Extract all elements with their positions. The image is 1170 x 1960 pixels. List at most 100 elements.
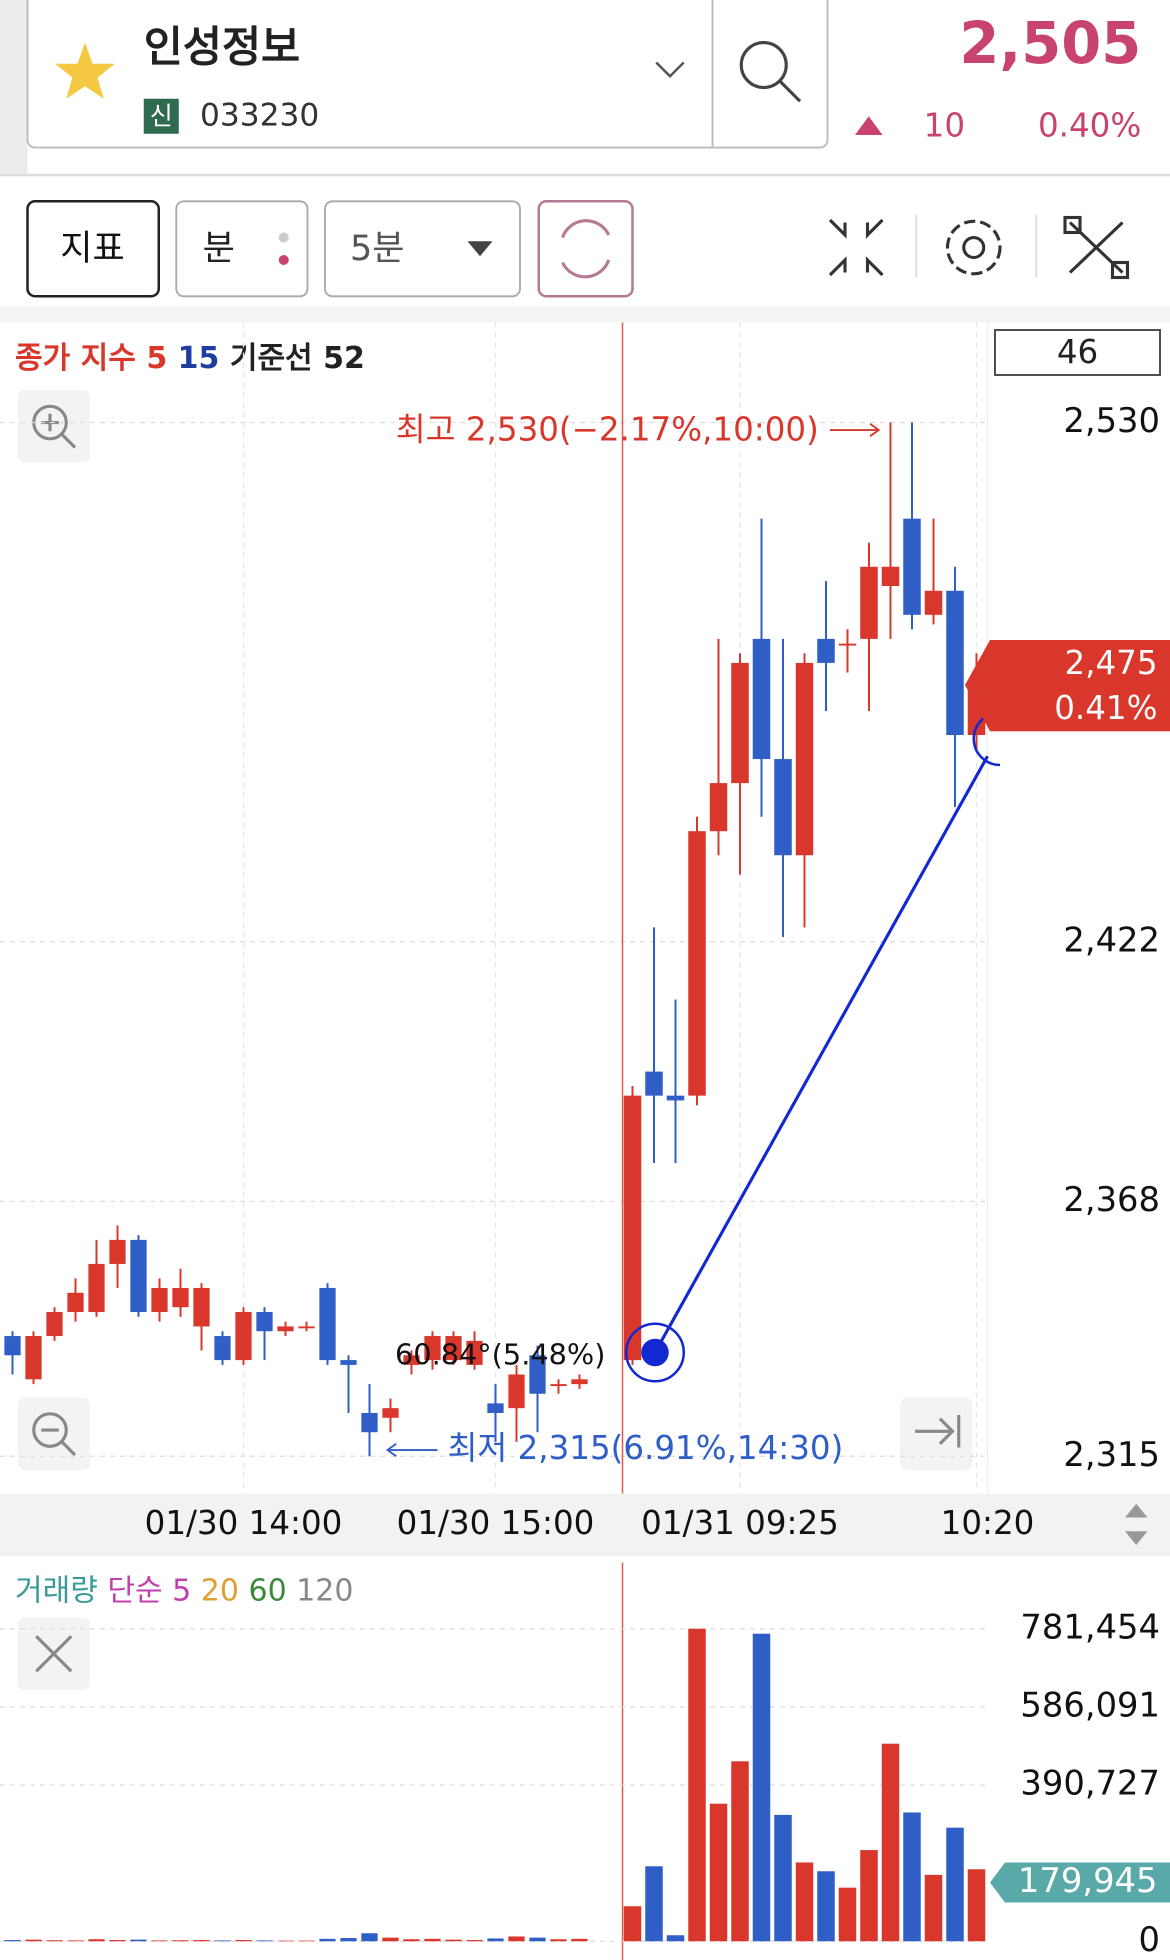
volume-bar — [298, 1940, 315, 1942]
x-tick-label: 01/31 09:25 — [641, 1504, 839, 1542]
side-strip — [0, 0, 28, 175]
axis-toggle[interactable] — [1125, 1503, 1148, 1545]
collapse-icon[interactable] — [828, 218, 884, 277]
current-price: 2,505 — [959, 10, 1141, 77]
unit-button[interactable] — [175, 200, 309, 298]
volume-bar — [67, 1940, 84, 1942]
candle-body — [403, 1355, 420, 1365]
volume-bar — [795, 1862, 814, 1942]
tools-icon[interactable] — [1063, 215, 1130, 280]
zoom-out-button[interactable] — [17, 1397, 91, 1471]
volume-bar — [172, 1940, 189, 1942]
trend-anchor-ring — [625, 1322, 685, 1383]
volume-bar — [946, 1827, 964, 1942]
volume-bar — [688, 1628, 706, 1942]
candle-body — [445, 1336, 462, 1361]
indicator-button[interactable] — [26, 200, 160, 298]
price-plot: 2,530 2,422 2,368 2,315 — [0, 322, 1160, 1494]
stock-box[interactable] — [26, 0, 829, 149]
candle-body — [924, 590, 943, 615]
refresh-button[interactable] — [537, 200, 634, 298]
refresh-icon — [561, 219, 611, 279]
candle-body — [424, 1336, 441, 1361]
y-tick-label: 2,368 — [1063, 1180, 1160, 1219]
volume-bar — [529, 1937, 546, 1942]
dropdown-chevron[interactable] — [655, 61, 685, 79]
volume-bar — [382, 1937, 399, 1942]
close-icon — [35, 1635, 73, 1673]
x-tick-label: 01/30 15:00 — [397, 1504, 595, 1542]
trend-annotation: 60.84°(5.48%) — [395, 1337, 605, 1371]
high-arrow — [830, 422, 881, 438]
candle-body — [860, 566, 878, 639]
volume-bar — [550, 1939, 567, 1942]
volume-bar — [881, 1743, 900, 1942]
candle-body — [319, 1287, 336, 1361]
legend-item: 종가 지수 — [15, 340, 136, 375]
legend-item: 20 — [201, 1573, 239, 1608]
candle-body — [466, 1340, 483, 1365]
price-change: 10 — [924, 107, 965, 145]
candle-body — [214, 1336, 231, 1361]
candle-body — [67, 1292, 84, 1313]
volume-legend: 거래량 단순 5 20 60 120 — [15, 1573, 353, 1608]
volume-bar — [445, 1939, 462, 1942]
volume-bar — [623, 1906, 642, 1942]
scroll-end-icon — [915, 1415, 961, 1448]
volume-bar — [838, 1887, 857, 1942]
settings-icon[interactable] — [945, 219, 1002, 276]
scroll-end-button[interactable] — [900, 1397, 973, 1471]
legend-item: 5 — [146, 340, 167, 375]
zoom-out-glyph — [41, 1428, 77, 1457]
candle-body — [550, 1384, 567, 1387]
favorite-star[interactable] — [55, 42, 115, 99]
candle-body — [881, 566, 900, 586]
candle-body — [946, 590, 964, 736]
legend-item: 단순 — [107, 1573, 162, 1608]
unit-label: 분 — [203, 229, 235, 269]
trend-line — [653, 755, 989, 1354]
candle-body — [709, 783, 728, 832]
y-tick-label: 781,454 — [1020, 1607, 1160, 1646]
candle-body — [571, 1379, 588, 1385]
candle-body — [151, 1287, 168, 1313]
candle-body — [88, 1263, 105, 1313]
volume-bar — [361, 1933, 378, 1942]
interval-dropdown[interactable] — [324, 200, 521, 298]
volume-bar — [424, 1938, 441, 1942]
stock-name: 인성정보 — [144, 24, 300, 73]
candle-body — [298, 1326, 315, 1329]
candle-body — [193, 1287, 210, 1327]
y-tick-label: 2,315 — [1063, 1435, 1160, 1474]
counter-box — [994, 329, 1161, 376]
volume-bar — [403, 1939, 420, 1942]
volume-bar — [924, 1874, 943, 1942]
legend-item: 15 — [178, 340, 220, 375]
current-price-tag — [965, 640, 1170, 732]
current-change-label: 0.41% — [1054, 689, 1157, 727]
candle-body — [46, 1312, 63, 1337]
candle-body — [130, 1239, 147, 1313]
candle-body — [172, 1287, 189, 1308]
zoom-out-icon — [32, 1412, 68, 1448]
y-tick-label: 2,530 — [1063, 401, 1160, 440]
search-icon[interactable] — [739, 40, 788, 90]
volume-bar — [967, 1869, 986, 1942]
candle-body — [645, 1071, 663, 1096]
volume-bar — [109, 1940, 126, 1942]
y-tick-label: 390,727 — [1020, 1764, 1160, 1803]
zoom-in-button[interactable] — [17, 390, 91, 463]
volume-bar — [235, 1940, 252, 1942]
volume-bar — [645, 1866, 663, 1942]
legend-item: 거래량 — [15, 1573, 98, 1608]
volume-bar — [752, 1633, 771, 1942]
settings-center — [962, 235, 986, 260]
price-legend: 종가 지수 5 15 기준선 52 — [15, 340, 365, 375]
candle-body — [4, 1336, 21, 1356]
candle-body — [903, 518, 921, 615]
volume-bar — [466, 1940, 483, 1942]
volume-bar — [25, 1939, 42, 1942]
dot — [278, 232, 289, 243]
